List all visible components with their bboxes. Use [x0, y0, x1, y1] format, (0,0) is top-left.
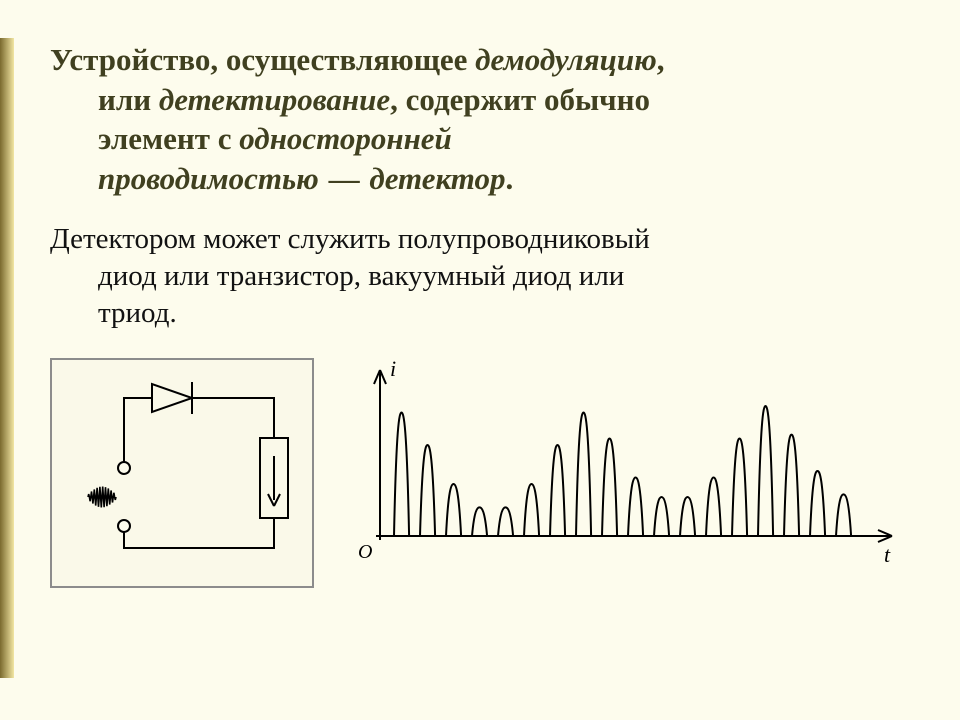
- svg-text:i: i: [390, 358, 396, 381]
- term-conductivity: проводимостью: [98, 161, 319, 196]
- circuit-svg: [62, 368, 302, 578]
- p1-line1: Устройство, осуществляющее демодуляцию,: [50, 42, 665, 77]
- p2-line3: триод.: [50, 295, 912, 332]
- term-detector: детектор: [369, 161, 505, 196]
- term-demodulation: демодуляцию: [475, 42, 657, 77]
- p1-line3: элемент с односторонней: [50, 119, 912, 159]
- term-detection: детектирование: [159, 82, 390, 117]
- p2-line1: Детектором может служить полупроводников…: [50, 223, 650, 255]
- accent-bar: [0, 38, 14, 678]
- paragraph-1: Устройство, осуществляющее демодуляцию, …: [48, 40, 912, 199]
- p1-line4: проводимостью — детектор.: [50, 159, 912, 199]
- term-one-way: односторонней: [239, 121, 452, 156]
- figure-circuit: [50, 358, 314, 588]
- svg-text:O: O: [358, 541, 372, 563]
- figure-waveform: i t O: [342, 358, 912, 578]
- waveform-svg: i t O: [342, 358, 902, 578]
- p1-line2: или детектирование, содержит обычно: [50, 80, 912, 120]
- svg-text:t: t: [884, 542, 891, 567]
- paragraph-2: Детектором может служить полупроводников…: [48, 221, 912, 332]
- p2-line2: диод или транзистор, вакуумный диод или: [50, 258, 912, 295]
